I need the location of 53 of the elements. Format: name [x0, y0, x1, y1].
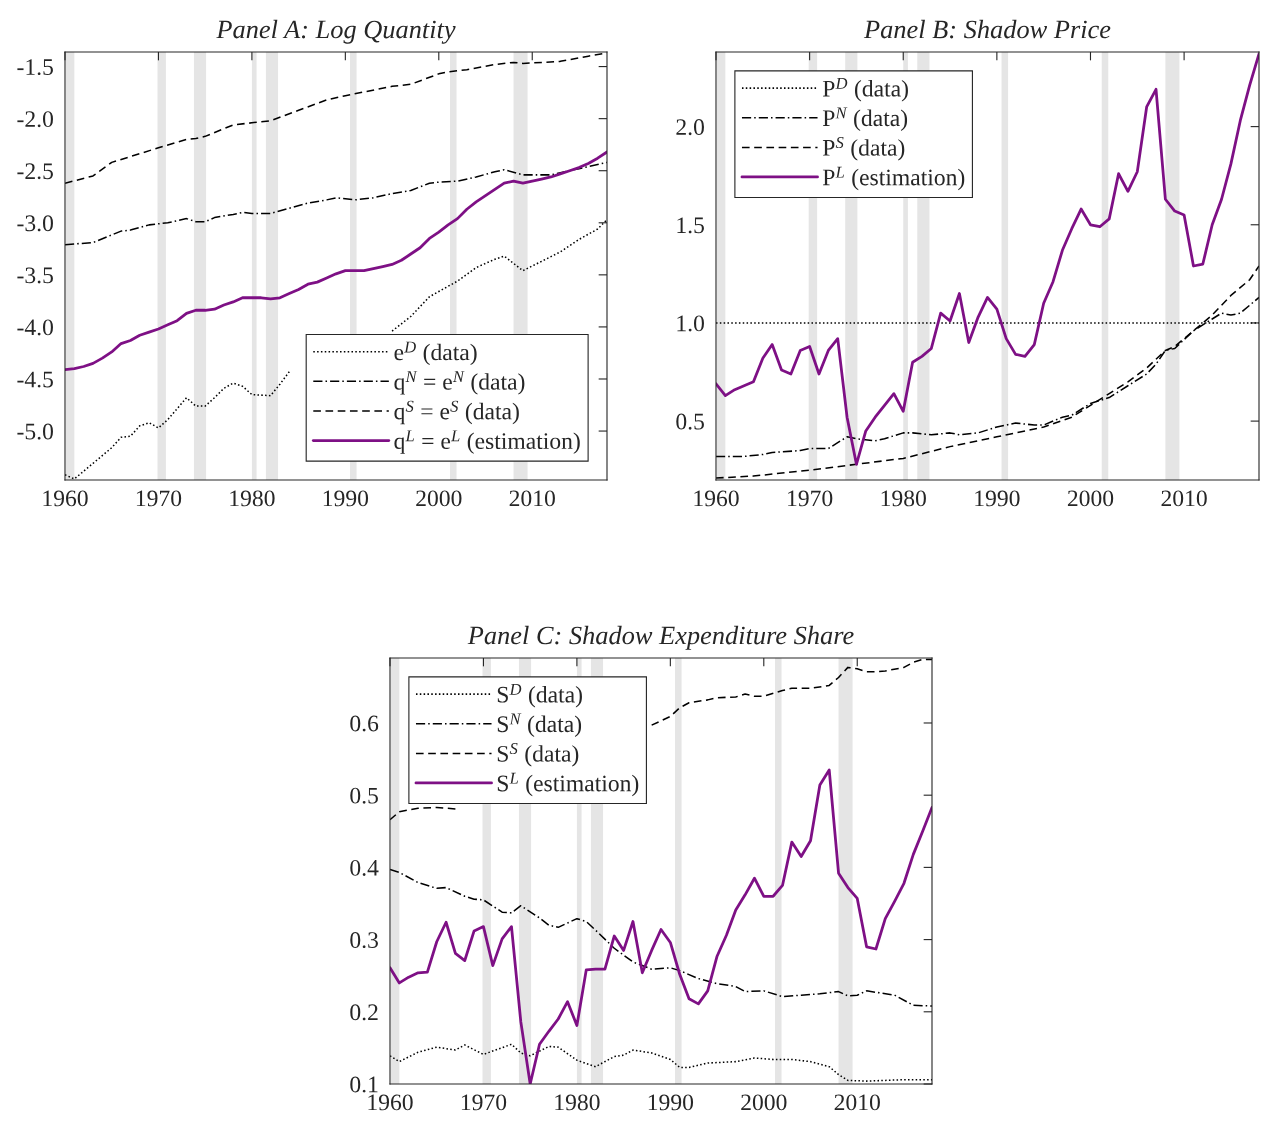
legend-label: S$^{N}$ (data): [497, 713, 582, 737]
y-tick-label: 2.0: [676, 119, 704, 136]
legend-label: q$^{L}$ = e$^{L}$ (estimation): [394, 430, 580, 454]
y-tick-label: -2.5: [17, 163, 53, 180]
legend-label: S$^{S}$ (data): [497, 743, 579, 767]
x-tick-label: 1990: [975, 490, 1020, 507]
y-tick-label: 0.4: [350, 859, 379, 876]
x-tick-label: 2000: [1067, 490, 1114, 507]
chart-title: Panel C: Shadow Expenditure Share: [467, 625, 854, 650]
x-tick-label: 1980: [881, 490, 926, 507]
y-tick-label: 1.0: [677, 315, 704, 332]
y-tick-label: -1.5: [17, 59, 53, 76]
legend-label: q$^{S}$ = e$^{S}$ (data): [394, 400, 519, 425]
chart-title: Panel A: Log Quantity: [216, 19, 456, 44]
line-series: [65, 150, 607, 372]
x-tick-label: 1970: [461, 1094, 507, 1111]
legend-label: S$^{L}$ (estimation): [497, 772, 639, 797]
chart-title: Panel B: Shadow Price: [863, 19, 1111, 39]
x-tick-label: 1980: [230, 490, 275, 507]
y-tick-label: -5.0: [17, 423, 53, 440]
x-tick-label: 1990: [323, 490, 369, 507]
x-tick-label: 1970: [136, 490, 182, 507]
x-tick-label: 1960: [43, 490, 88, 507]
y-tick-label: 0.5: [676, 413, 704, 430]
x-tick-label: 2000: [416, 490, 462, 507]
legend-label: P$^{S}$ (data): [822, 137, 905, 161]
x-tick-label: 1960: [368, 1094, 413, 1111]
x-tick-label: 1980: [555, 1094, 600, 1111]
legend-label: e$^{D}$ (data): [394, 341, 477, 366]
y-tick-label: 0.1: [350, 1076, 378, 1093]
x-tick-label: 1970: [788, 490, 833, 507]
legend-label: P$^{L}$ (estimation): [822, 166, 965, 191]
legend-label: P$^{N}$ (data): [822, 107, 908, 131]
x-tick-label: 2010: [1161, 490, 1207, 507]
legend-label: S$^{D}$ (data): [497, 683, 582, 708]
legend-label: P$^{D}$ (data): [822, 77, 908, 102]
y-tick-label: -4.0: [17, 319, 53, 336]
x-tick-label: 1960: [694, 490, 739, 507]
y-tick-label: 0.6: [350, 715, 379, 732]
x-tick-label: 1990: [648, 1094, 694, 1111]
y-tick-label: -2.0: [17, 111, 53, 128]
x-tick-label: 2010: [509, 490, 555, 507]
y-tick-label: 0.3: [350, 932, 378, 949]
line-series: [390, 868, 932, 1007]
y-tick-label: 1.5: [677, 217, 704, 234]
y-tick-label: -4.5: [17, 371, 53, 388]
legend-label: q$^{N}$ = e$^{N}$ (data): [394, 371, 525, 395]
y-tick-label: 0.2: [350, 1004, 378, 1021]
y-tick-label: -3.5: [17, 267, 53, 284]
y-tick-label: 0.5: [350, 787, 378, 804]
y-tick-label: -3.0: [17, 215, 53, 232]
x-tick-label: 2000: [741, 1094, 787, 1111]
x-tick-label: 2010: [834, 1094, 880, 1111]
